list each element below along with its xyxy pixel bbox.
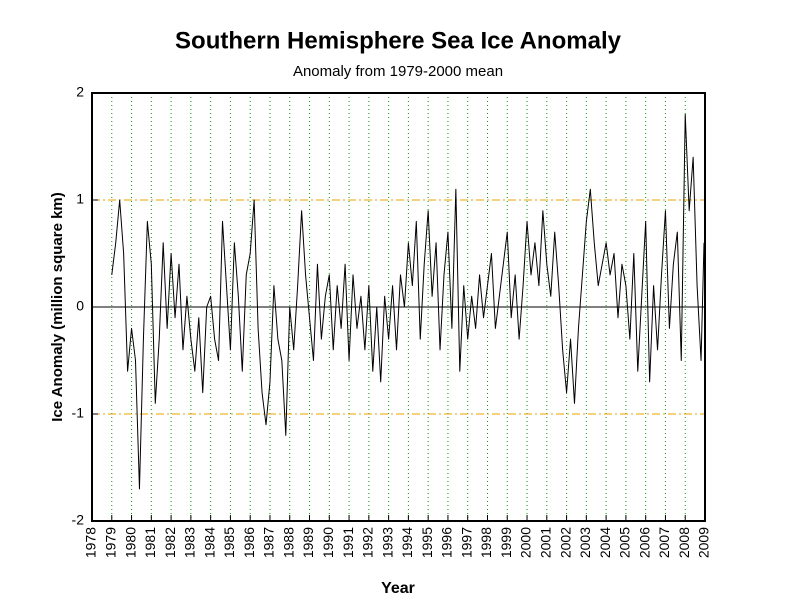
x-tick-label: 1986 [241,527,257,558]
x-tick-label: 2000 [518,527,534,558]
y-axis-label: Ice Anomaly (million square km) [49,192,66,422]
x-tick-label: 1981 [142,527,158,558]
x-tick-label: 1983 [182,527,198,558]
data-line [111,113,705,490]
x-tick-label: 1990 [320,527,336,558]
x-tick-label: 2003 [577,527,593,558]
x-tick-label: 1991 [340,527,356,558]
x-tick-label: 1978 [83,527,99,558]
x-tick-label: 2008 [676,527,692,558]
x-tick-label: 2001 [538,527,554,558]
x-tick-label: 1995 [419,527,435,558]
y-tick-label: 1 [76,191,84,207]
y-tick-label: -2 [72,512,85,528]
x-tick-label: 1980 [122,527,138,558]
x-tick-label: 1999 [498,527,514,558]
x-tick-label: 1984 [201,527,217,558]
x-tick-label: 1997 [458,527,474,558]
x-tick-label: 1987 [261,527,277,558]
x-tick-label: 1992 [360,527,376,558]
x-tick-label: 2004 [597,527,613,558]
x-tick-label: 1988 [280,527,296,558]
y-tick-label: 0 [76,298,84,314]
x-tick-label: 2005 [617,527,633,558]
chart-subtitle: Anomaly from 1979-2000 mean [293,63,503,80]
x-tick-label: 2009 [696,527,712,558]
x-tick-label: 1996 [439,527,455,558]
x-tick-label: 1982 [162,527,178,558]
x-tick-label: 1998 [478,527,494,558]
x-tick-label: 2002 [557,527,573,558]
x-axis-label: Year [381,580,415,597]
x-tick-label: 2007 [656,527,672,558]
x-tick-label: 1989 [300,527,316,558]
x-tick-label: 1985 [221,527,237,558]
x-tick-label: 1979 [102,527,118,558]
x-tick-label: 1993 [379,527,395,558]
plot-frame [91,92,706,522]
x-tick-label: 2006 [636,527,652,558]
y-tick-label: 2 [76,84,84,100]
chart-title: Southern Hemisphere Sea Ice Anomaly [175,27,622,54]
y-tick-label: -1 [72,405,85,421]
x-tick-label: 1994 [399,527,415,558]
